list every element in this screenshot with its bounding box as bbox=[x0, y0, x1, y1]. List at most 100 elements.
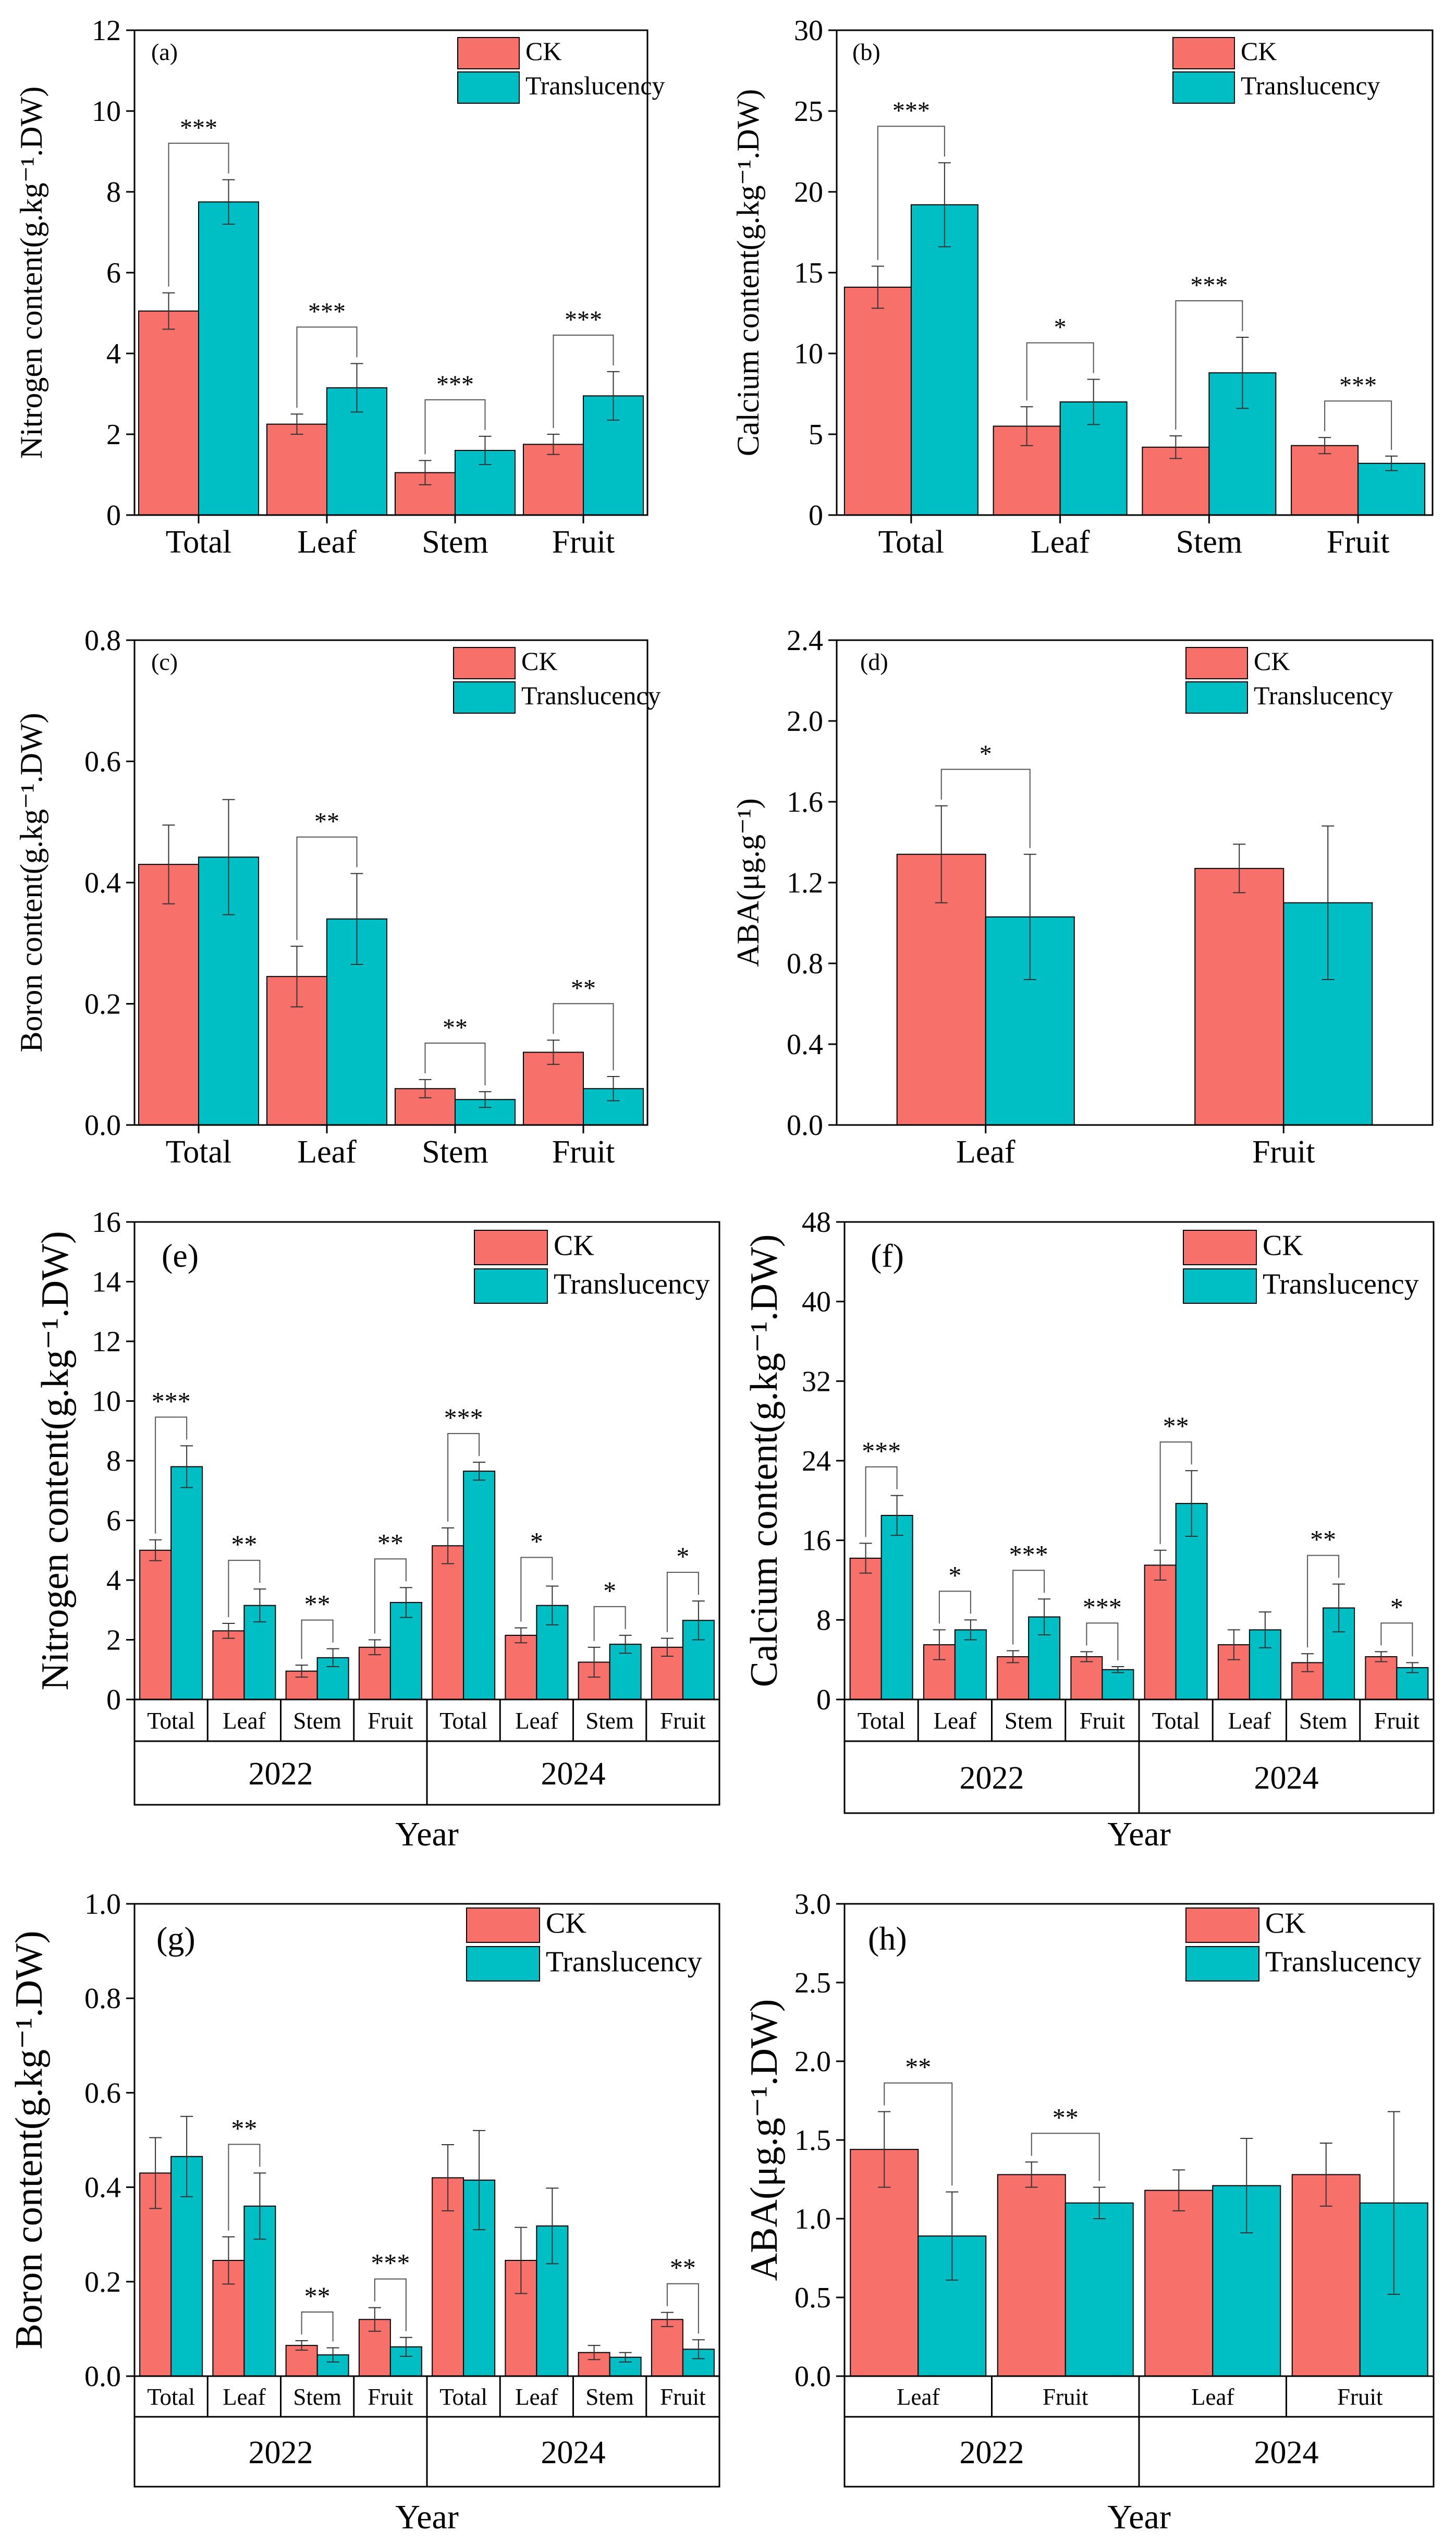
bar-ck bbox=[1144, 2190, 1214, 2377]
significance-label: *** bbox=[1339, 372, 1377, 399]
y-tick-label: 0.4 bbox=[787, 1029, 823, 1061]
legend-label: CK bbox=[1241, 36, 1277, 66]
significance-label: ** bbox=[571, 974, 596, 1002]
y-tick-label: 0.2 bbox=[84, 988, 121, 1021]
plot-frame bbox=[133, 29, 649, 516]
category-label: Fruit bbox=[660, 1708, 706, 1734]
year-group-label: 2024 bbox=[541, 2435, 606, 2470]
year-group-label: 2022 bbox=[960, 2435, 1024, 2470]
panel-label: (e) bbox=[162, 1237, 199, 1274]
significance-label: ** bbox=[304, 1589, 331, 1619]
significance-bracket bbox=[938, 1591, 971, 1624]
legend-label: CK bbox=[521, 646, 557, 676]
y-tick-label: 0.8 bbox=[787, 948, 823, 980]
y-axis-title: Nitrogen content(g.kg⁻¹.DW) bbox=[34, 1231, 77, 1690]
panel-label: (f) bbox=[871, 1237, 904, 1274]
significance-label: *** bbox=[892, 97, 930, 125]
significance-label: ** bbox=[443, 1014, 468, 1042]
legend-swatch-translucency bbox=[453, 681, 516, 714]
chart-panel-1: 0 2 4 6 8 10 12 *** Total *** Leaf *** Stem *** Fruit N… bbox=[14, 15, 665, 560]
x-tick-label: Leaf bbox=[297, 1134, 357, 1170]
bar-ck bbox=[651, 2319, 683, 2377]
legend-swatch-ck bbox=[1185, 1907, 1259, 1943]
legend-label: Translucency bbox=[521, 681, 661, 710]
significance-bracket bbox=[1012, 1570, 1045, 1645]
bar-ck bbox=[1144, 1564, 1177, 1700]
significance-label: *** bbox=[152, 1386, 191, 1415]
category-label: Total bbox=[439, 2384, 487, 2410]
bar-ck bbox=[139, 1549, 172, 1700]
significance-label: * bbox=[948, 1560, 961, 1589]
significance-label: *** bbox=[565, 306, 602, 334]
year-group-label: 2024 bbox=[1254, 1760, 1319, 1796]
y-tick-label: 3.0 bbox=[794, 1888, 831, 1921]
significance-bracket bbox=[168, 142, 229, 287]
y-tick-label: 0.0 bbox=[787, 1109, 823, 1142]
category-label: Leaf bbox=[223, 1708, 265, 1734]
significance-bracket bbox=[1031, 2133, 1100, 2181]
category-label: Leaf bbox=[1228, 1708, 1271, 1734]
bar-translucency bbox=[1357, 462, 1426, 516]
bar-translucency bbox=[463, 1471, 496, 1701]
y-tick-label: 2 bbox=[106, 1624, 121, 1657]
panel-label: (b) bbox=[852, 39, 880, 65]
significance-label: *** bbox=[436, 371, 474, 398]
y-tick-label: 6 bbox=[106, 1505, 121, 1537]
legend-swatch-translucency bbox=[1185, 1946, 1259, 1982]
legend-swatch-ck bbox=[1183, 1230, 1257, 1265]
category-label: Stem bbox=[1299, 1708, 1348, 1734]
panel-label: (h) bbox=[868, 1920, 907, 1957]
y-tick-label: 12 bbox=[92, 1326, 121, 1358]
y-tick-label: 8 bbox=[106, 176, 121, 209]
significance-bracket bbox=[447, 1433, 480, 1522]
significance-label: *** bbox=[371, 2248, 410, 2278]
bar-ck bbox=[997, 2174, 1066, 2377]
y-tick-label: 0 bbox=[809, 499, 823, 532]
significance-label: * bbox=[980, 740, 992, 768]
bar-ck bbox=[1070, 1656, 1103, 1700]
year-group-label: 2024 bbox=[541, 1756, 606, 1792]
y-tick-label: 10 bbox=[794, 338, 823, 370]
legend-label: CK bbox=[1263, 1230, 1303, 1262]
significance-label: *** bbox=[444, 1403, 483, 1432]
significance-label: * bbox=[1054, 314, 1067, 341]
x-tick-label: Stem bbox=[422, 1134, 488, 1170]
y-tick-label: 6 bbox=[106, 257, 121, 289]
x-axis-title: Year bbox=[395, 1815, 459, 1853]
y-tick-label: 0.0 bbox=[794, 2360, 831, 2393]
legend-label: CK bbox=[554, 1230, 594, 1262]
category-label: Fruit bbox=[1043, 2384, 1088, 2410]
y-tick-label: 0.6 bbox=[84, 746, 121, 778]
y-axis-title: Calcium content(g.kg⁻¹.DW) bbox=[731, 89, 765, 456]
y-tick-label: 0.0 bbox=[84, 1109, 121, 1142]
y-axis-title: ABA(μg.g⁻¹.DW) bbox=[743, 1999, 786, 2281]
significance-label: * bbox=[603, 1576, 616, 1605]
legend-swatch-ck bbox=[474, 1230, 548, 1265]
legend-swatch-translucency bbox=[1172, 71, 1235, 104]
panel-label: (a) bbox=[151, 39, 178, 65]
x-tick-label: Stem bbox=[422, 524, 488, 560]
x-tick-label: Total bbox=[166, 1134, 232, 1170]
x-axis-title: Year bbox=[1107, 1815, 1171, 1853]
x-axis-title: Year bbox=[1107, 2498, 1171, 2536]
significance-label: ** bbox=[377, 1528, 403, 1557]
year-group-label: 2022 bbox=[249, 1756, 313, 1792]
legend: CK Translucency bbox=[453, 646, 661, 714]
chart-panel-4: 0.0 0.4 0.8 1.2 1.6 2.0 2.4 * Leaf Fruit ABA(μg.g⁻… bbox=[731, 625, 1434, 1170]
y-tick-label: 2.5 bbox=[794, 1967, 831, 1999]
significance-bracket bbox=[155, 1416, 188, 1534]
bar-ck bbox=[849, 1558, 882, 1700]
bar-ck bbox=[266, 423, 327, 516]
y-tick-label: 0.4 bbox=[84, 867, 121, 899]
y-tick-label: 30 bbox=[794, 15, 823, 47]
y-tick-label: 16 bbox=[92, 1206, 121, 1239]
significance-bracket bbox=[1307, 1555, 1340, 1648]
category-label: Stem bbox=[293, 2384, 341, 2410]
category-label: Stem bbox=[1005, 1708, 1053, 1734]
y-tick-label: 2.0 bbox=[787, 705, 823, 738]
chart-panel-7: 0.0 0.2 0.4 0.6 0.8 1.0 Total ** Leaf ** Stem *** Fr… bbox=[8, 1888, 720, 2536]
category-label: Stem bbox=[585, 2384, 634, 2410]
y-tick-label: 1.2 bbox=[787, 867, 823, 899]
significance-bracket bbox=[228, 1560, 261, 1618]
significance-bracket bbox=[553, 334, 614, 428]
